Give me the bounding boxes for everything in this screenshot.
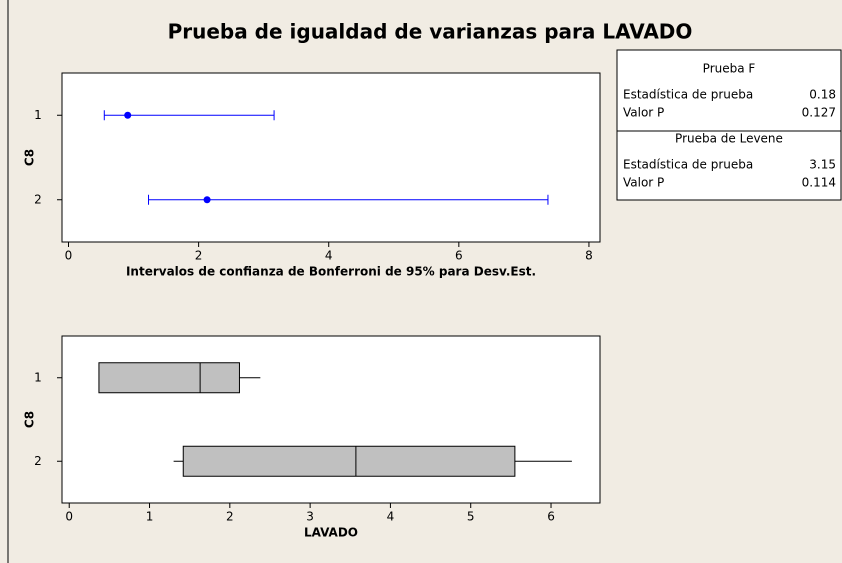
x-tick-label: 6 (455, 249, 463, 263)
x-tick-label: 0 (65, 249, 73, 263)
x-tick-label: 5 (467, 510, 475, 524)
y-axis-label: C8 (23, 411, 37, 428)
table-value: 0.127 (802, 106, 836, 120)
table-label: Valor P (623, 106, 664, 120)
y-tick-label: 1 (34, 108, 42, 122)
x-tick-label: 0 (65, 510, 73, 524)
x-tick-label: 2 (195, 249, 203, 263)
x-tick-label: 2 (226, 510, 234, 524)
y-axis-label: C8 (23, 149, 37, 166)
table-label: Valor P (623, 176, 664, 190)
chart-title: Prueba de igualdad de varianzas para LAV… (168, 20, 693, 44)
y-tick-label: 2 (34, 454, 42, 468)
table-value: 0.114 (802, 176, 836, 190)
table-heading: Prueba de Levene (675, 132, 783, 146)
x-tick-label: 8 (585, 249, 593, 263)
y-tick-label: 2 (34, 192, 42, 206)
x-axis-label: Intervalos de confianza de Bonferroni de… (126, 265, 536, 279)
point (203, 196, 211, 204)
x-axis-label: LAVADO (304, 526, 358, 540)
plot-area (61, 335, 601, 504)
stats-table (616, 49, 842, 201)
table-value: 3.15 (809, 158, 836, 172)
table-label: Estadística de prueba (623, 88, 753, 102)
x-tick-label: 3 (306, 510, 314, 524)
plot-area (61, 72, 601, 243)
x-tick-label: 6 (547, 510, 555, 524)
box (182, 445, 516, 477)
x-tick-label: 4 (387, 510, 395, 524)
y-tick-label: 1 (34, 370, 42, 384)
table-heading: Prueba F (703, 62, 756, 76)
point (124, 111, 132, 119)
x-tick-label: 1 (146, 510, 154, 524)
table-label: Estadística de prueba (623, 158, 753, 172)
box (98, 362, 240, 394)
table-value: 0.18 (809, 88, 836, 102)
x-tick-label: 4 (325, 249, 333, 263)
